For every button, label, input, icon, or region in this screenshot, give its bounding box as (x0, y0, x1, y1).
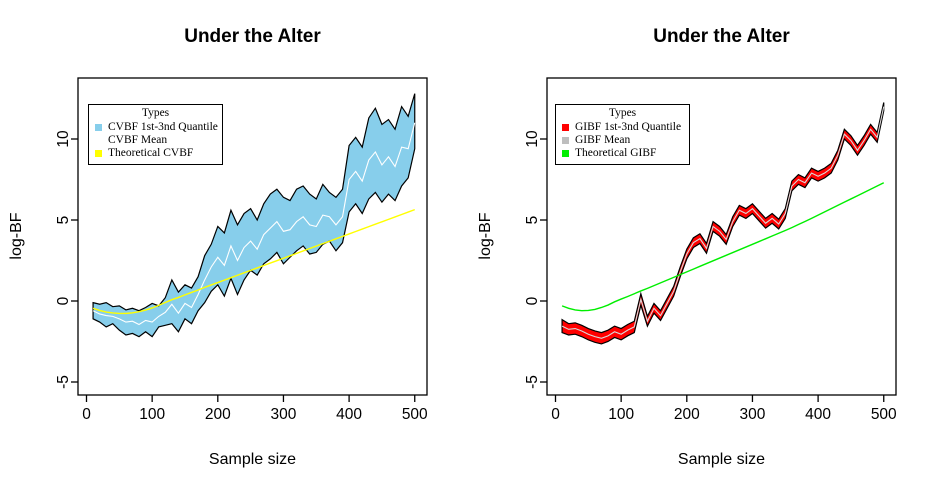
svg-text:5: 5 (55, 216, 72, 225)
legend-label: CVBF 1st-3nd Quantile (108, 121, 218, 133)
svg-text:0: 0 (551, 406, 560, 423)
legend-item: CVBF 1st-3nd Quantile (89, 121, 222, 134)
legend-title: Types (141, 107, 170, 119)
right-plot-title: Under the Alter (653, 26, 790, 47)
svg-text:0: 0 (82, 406, 91, 423)
svg-text:-5: -5 (524, 375, 541, 389)
right-plot-area: 0 100 200 300 400 500 -5 0 5 10 (524, 77, 897, 423)
legend-label: GIBF 1st-3nd Quantile (575, 121, 682, 133)
theoretical-line-swatch (562, 150, 569, 157)
svg-text:5: 5 (524, 216, 541, 225)
legend-item: GIBF Mean (556, 134, 689, 147)
svg-text:0: 0 (524, 296, 541, 305)
svg-text:10: 10 (524, 130, 541, 148)
svg-text:-5: -5 (55, 375, 72, 389)
quantile-band-swatch (95, 124, 102, 131)
svg-text:100: 100 (608, 406, 634, 423)
svg-text:0: 0 (55, 296, 72, 305)
svg-text:10: 10 (55, 130, 72, 148)
svg-text:100: 100 (139, 406, 165, 423)
legend-item: Theoretical GIBF (556, 147, 689, 160)
theoretical-line-swatch (95, 150, 102, 157)
left-plot-title: Under the Alter (184, 26, 321, 47)
mean-line-swatch (562, 137, 569, 144)
svg-text:300: 300 (271, 406, 297, 423)
legend-item: CVBF Mean (89, 134, 222, 147)
left-y-axis-label: log-BF (8, 212, 25, 260)
svg-text:400: 400 (805, 406, 831, 423)
left-plot-area: 0 100 200 300 400 500 -5 0 5 10 (55, 77, 428, 423)
mean-line-swatch (95, 137, 102, 144)
left-legend: Types CVBF 1st-3nd Quantile CVBF Mean Th… (88, 104, 223, 165)
quantile-band-swatch (562, 124, 569, 131)
right-x-axis-label: Sample size (677, 451, 766, 468)
svg-text:400: 400 (336, 406, 362, 423)
right-y-axis-label: log-BF (477, 212, 494, 260)
svg-text:500: 500 (402, 406, 428, 423)
svg-text:500: 500 (871, 406, 897, 423)
legend-label: Theoretical GIBF (575, 147, 657, 159)
legend-label: Theoretical CVBF (108, 147, 194, 159)
legend-title: Types (608, 107, 637, 119)
right-legend: Types GIBF 1st-3nd Quantile GIBF Mean Th… (555, 104, 690, 165)
legend-item: Theoretical CVBF (89, 147, 222, 160)
legend-label: GIBF Mean (575, 134, 631, 146)
svg-text:300: 300 (740, 406, 766, 423)
svg-text:200: 200 (674, 406, 700, 423)
legend-label: CVBF Mean (108, 134, 168, 146)
left-x-axis-label: Sample size (208, 451, 297, 468)
svg-text:200: 200 (205, 406, 231, 423)
legend-item: GIBF 1st-3nd Quantile (556, 121, 689, 134)
